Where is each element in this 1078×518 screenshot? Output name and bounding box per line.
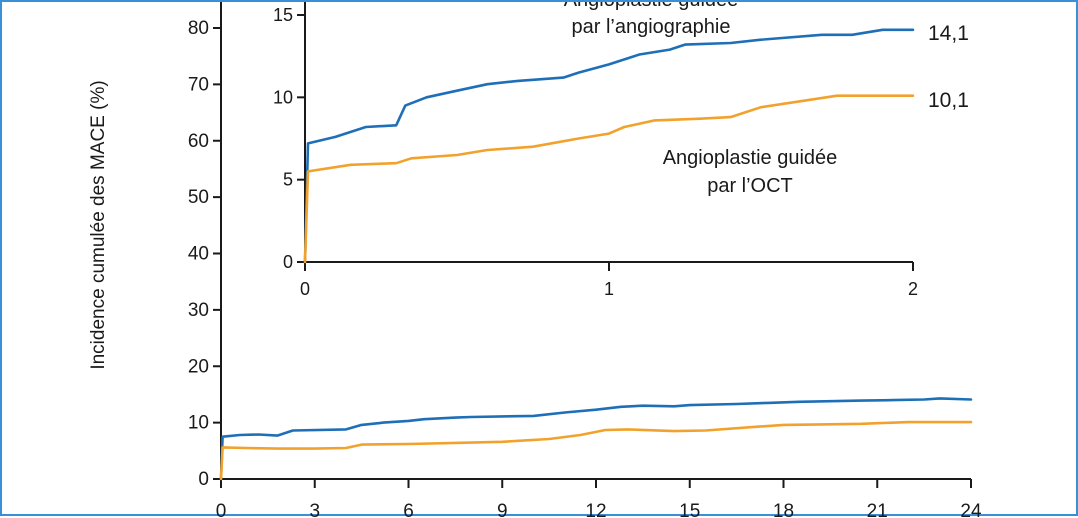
main-x-tick-label: 12 <box>585 501 606 518</box>
main-series-line-angiographie <box>219 397 973 481</box>
y-axis-label: Incidence cumulée des MACE (%) <box>88 80 109 369</box>
main-y-tick-label: 50 <box>188 187 209 208</box>
inset-series-line-oct <box>303 94 915 264</box>
main-series-line-oct <box>219 420 973 481</box>
main-x-tick-label: 24 <box>960 501 982 518</box>
main-x-tick-label: 6 <box>403 501 414 518</box>
inset-x-tick-label: 1 <box>604 279 614 299</box>
main-x-tick-label: 18 <box>773 501 794 518</box>
main-x-tick-label: 9 <box>497 501 508 518</box>
main-y-tick-label: 0 <box>198 469 209 490</box>
main-y-tick-label: 60 <box>188 131 209 152</box>
main-y-tick-label: 20 <box>188 356 209 377</box>
inset-x-tick-label: 2 <box>908 279 918 299</box>
inset-y-tick-label: 15 <box>273 5 293 25</box>
main-y-tick-label: 70 <box>188 74 209 95</box>
inset-y-tick-label: 0 <box>283 252 293 272</box>
inset-y-tick-label: 5 <box>283 170 293 190</box>
main-x-tick-label: 3 <box>309 501 320 518</box>
annotation-angio-line2: par l’angiographie <box>571 16 730 38</box>
main-y-tick-label: 10 <box>188 413 209 434</box>
inset-y-tick-label: 10 <box>273 87 293 107</box>
inset-x-tick-label: 0 <box>300 279 310 299</box>
main-y-tick-label: 40 <box>188 244 209 265</box>
end-label-angio: 14,1 <box>928 22 969 45</box>
main-series-group <box>219 397 973 481</box>
main-x-tick-label: 15 <box>679 501 700 518</box>
end-label-oct: 10,1 <box>928 89 969 112</box>
annotation-angio-line1: Angioplastie guidée <box>564 2 739 11</box>
labels-group: Incidence cumulée des MACE (%) Angioplas… <box>88 2 969 370</box>
inset-series-group <box>303 28 915 264</box>
main-y-tick-label: 80 <box>188 18 209 39</box>
annotation-oct-line1: Angioplastie guidée <box>663 147 838 169</box>
annotation-oct-line2: par l’OCT <box>707 175 793 197</box>
main-x-tick-label: 21 <box>867 501 888 518</box>
main-x-tick-label: 0 <box>216 501 227 518</box>
main-y-tick-label: 30 <box>188 300 209 321</box>
inset-series-line-angiographie <box>303 28 915 264</box>
